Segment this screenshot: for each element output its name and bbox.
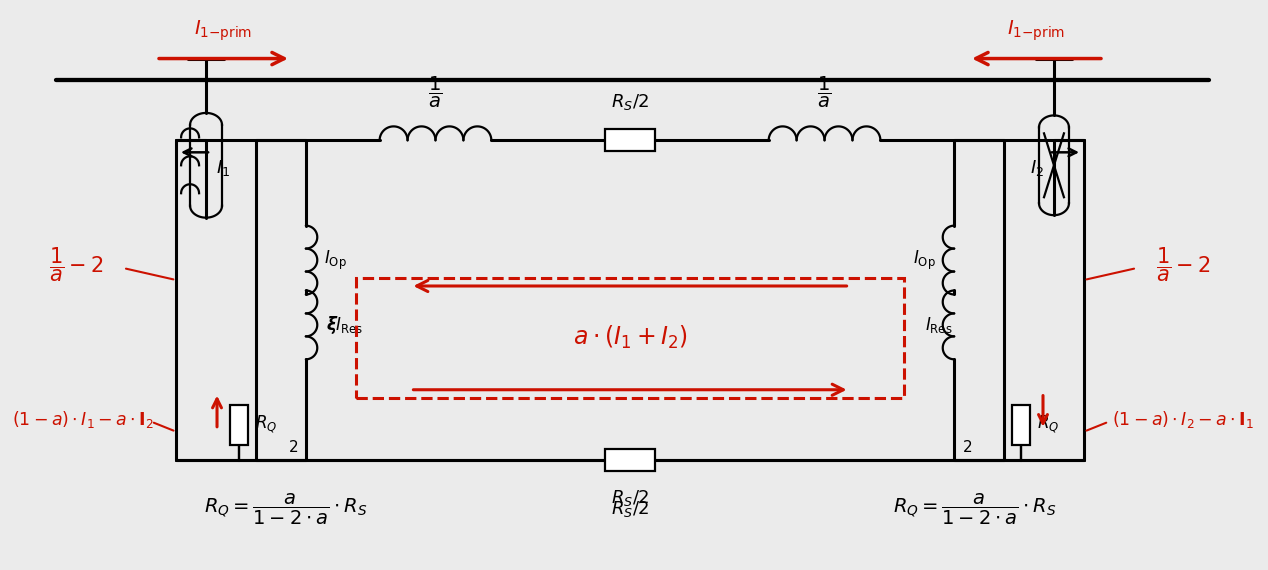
Text: $R_Q = \dfrac{a}{1-2\cdot a}\cdot R_S$: $R_Q = \dfrac{a}{1-2\cdot a}\cdot R_S$: [893, 492, 1056, 527]
Text: $R_S/2$: $R_S/2$: [611, 487, 649, 507]
Text: $\dfrac{1}{a}$: $\dfrac{1}{a}$: [818, 75, 832, 111]
Text: $\boldsymbol{\xi}$$I_{\mathrm{Res}}$: $\boldsymbol{\xi}$$I_{\mathrm{Res}}$: [326, 314, 363, 336]
Text: $\dfrac{1}{a}$: $\dfrac{1}{a}$: [429, 75, 443, 111]
Bar: [230, 405, 249, 445]
Text: $2$: $2$: [962, 438, 973, 455]
Bar: [1012, 405, 1030, 445]
Text: $R_Q$: $R_Q$: [1037, 414, 1059, 435]
Text: $(1-a)\cdot I_2 - a\cdot\mathbf{I}_1$: $(1-a)\cdot I_2 - a\cdot\mathbf{I}_1$: [1112, 409, 1254, 430]
Text: $R_Q$: $R_Q$: [255, 414, 278, 435]
Bar: [356, 278, 904, 398]
Text: $I_{1\mathrm{-prim}}$: $I_{1\mathrm{-prim}}$: [1007, 18, 1065, 43]
Text: $R_S/2$: $R_S/2$: [611, 499, 649, 519]
Text: $\dfrac{1}{a}-2$: $\dfrac{1}{a}-2$: [1156, 246, 1211, 284]
Text: $R_Q = \dfrac{a}{1-2\cdot a}\cdot R_S$: $R_Q = \dfrac{a}{1-2\cdot a}\cdot R_S$: [204, 492, 368, 527]
Text: $R_S/2$: $R_S/2$: [611, 92, 649, 112]
Bar: [605, 129, 656, 151]
Text: $I_{\mathrm{Res}}$: $I_{\mathrm{Res}}$: [924, 315, 952, 335]
Text: $a\cdot(I_1+I_2)$: $a\cdot(I_1+I_2)$: [573, 324, 687, 352]
Text: $I_1$: $I_1$: [216, 158, 231, 178]
Text: $I_{1\mathrm{-prim}}$: $I_{1\mathrm{-prim}}$: [194, 18, 252, 43]
Text: $I_{\mathrm{Op}}$: $I_{\mathrm{Op}}$: [913, 249, 936, 272]
Text: $\dfrac{1}{a}-2$: $\dfrac{1}{a}-2$: [49, 246, 104, 284]
Text: $(1-a)\cdot I_1 - a\cdot\mathbf{I}_2$: $(1-a)\cdot I_1 - a\cdot\mathbf{I}_2$: [11, 409, 153, 430]
Text: $I_2$: $I_2$: [1030, 158, 1044, 178]
Bar: [605, 449, 656, 471]
Text: $2$: $2$: [288, 438, 298, 455]
Text: $I_{\mathrm{Op}}$: $I_{\mathrm{Op}}$: [323, 249, 346, 272]
